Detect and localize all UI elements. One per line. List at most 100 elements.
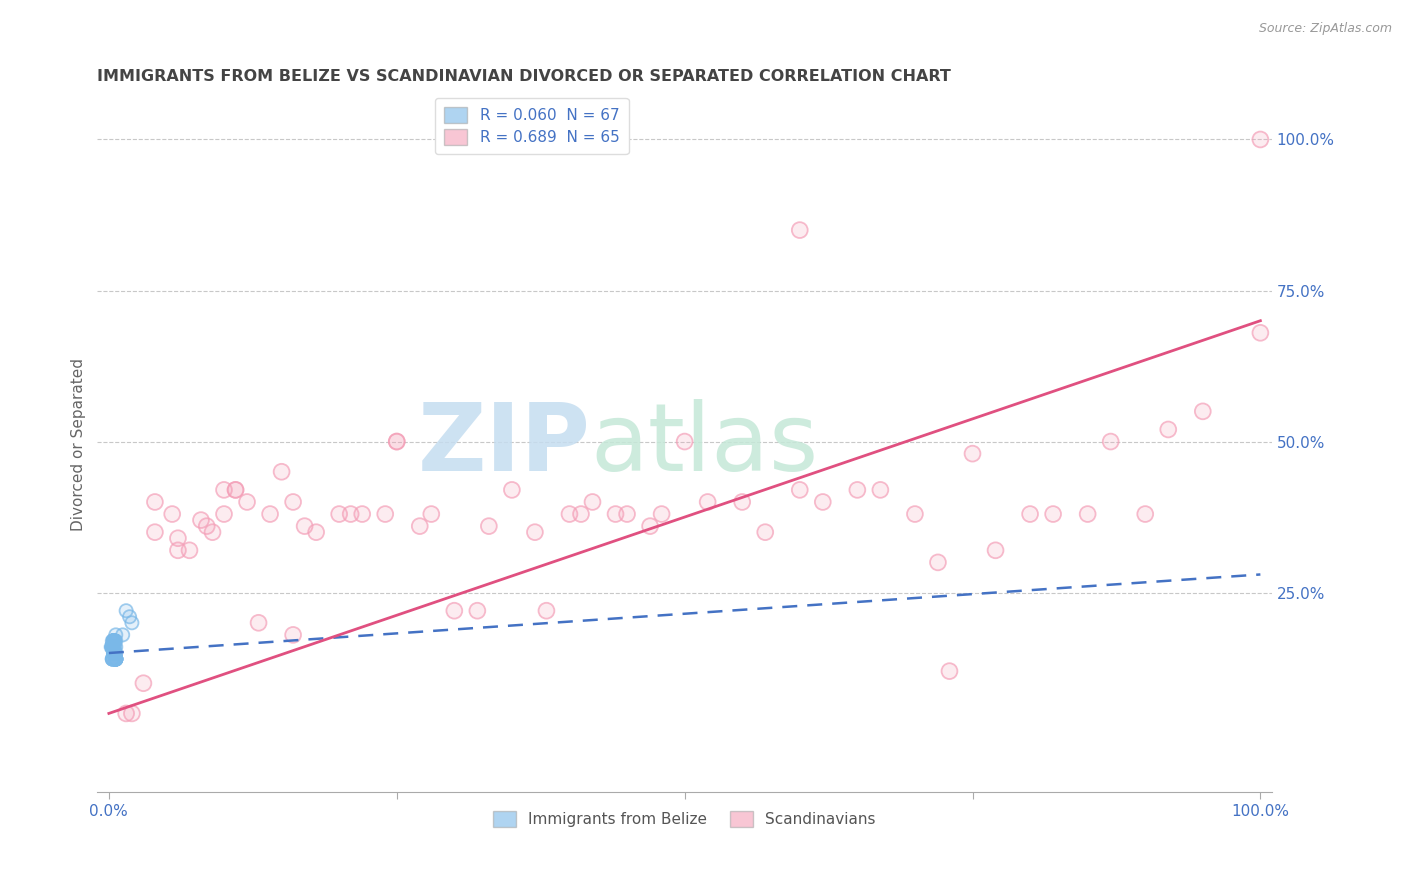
Point: [101, 640, 124, 654]
Point: [385, 434, 408, 449]
Point: [201, 525, 224, 540]
Point: [409, 519, 432, 533]
Point: [101, 640, 124, 654]
Point: [104, 646, 127, 660]
Point: [259, 507, 281, 521]
Point: [103, 634, 125, 648]
Point: [104, 634, 127, 648]
Point: [1191, 404, 1213, 418]
Point: [605, 507, 627, 521]
Point: [212, 507, 235, 521]
Point: [328, 507, 350, 521]
Point: [696, 495, 718, 509]
Point: [101, 640, 124, 654]
Point: [104, 640, 127, 654]
Point: [1077, 507, 1099, 521]
Point: [104, 640, 127, 654]
Point: [104, 652, 127, 666]
Point: [111, 628, 134, 642]
Point: [103, 634, 125, 648]
Point: [104, 646, 127, 660]
Point: [179, 543, 201, 558]
Point: [789, 223, 811, 237]
Point: [281, 628, 304, 642]
Point: [904, 507, 927, 521]
Point: [104, 646, 127, 660]
Legend: Immigrants from Belize, Scandinavians: Immigrants from Belize, Scandinavians: [486, 805, 882, 833]
Point: [132, 676, 155, 690]
Point: [104, 646, 127, 660]
Point: [754, 525, 776, 540]
Point: [385, 434, 408, 449]
Point: [259, 507, 281, 521]
Point: [179, 543, 201, 558]
Point: [927, 555, 949, 569]
Point: [501, 483, 523, 497]
Point: [118, 609, 141, 624]
Point: [101, 652, 124, 666]
Point: [927, 555, 949, 569]
Point: [104, 634, 127, 648]
Point: [103, 646, 125, 660]
Point: [167, 531, 190, 545]
Point: [115, 604, 138, 618]
Point: [409, 519, 432, 533]
Point: [281, 628, 304, 642]
Point: [104, 634, 127, 648]
Point: [581, 495, 603, 509]
Point: [104, 652, 127, 666]
Point: [104, 646, 127, 660]
Point: [100, 640, 122, 654]
Point: [121, 706, 143, 721]
Point: [581, 495, 603, 509]
Point: [616, 507, 638, 521]
Point: [101, 634, 124, 648]
Point: [103, 634, 125, 648]
Point: [103, 634, 125, 648]
Point: [104, 646, 127, 660]
Point: [673, 434, 696, 449]
Point: [104, 652, 127, 666]
Point: [101, 652, 124, 666]
Point: [1249, 132, 1271, 146]
Point: [104, 652, 127, 666]
Point: [121, 615, 143, 630]
Point: [104, 652, 127, 666]
Point: [104, 634, 127, 648]
Point: [190, 513, 212, 527]
Point: [103, 634, 125, 648]
Point: [143, 525, 166, 540]
Point: [104, 646, 127, 660]
Point: [104, 646, 127, 660]
Point: [1019, 507, 1042, 521]
Point: [103, 634, 125, 648]
Point: [160, 507, 183, 521]
Point: [811, 495, 834, 509]
Point: [104, 634, 127, 648]
Point: [111, 628, 134, 642]
Point: [478, 519, 501, 533]
Point: [104, 646, 127, 660]
Point: [103, 634, 125, 648]
Point: [294, 519, 316, 533]
Point: [103, 646, 125, 660]
Point: [352, 507, 374, 521]
Point: [104, 652, 127, 666]
Point: [1157, 422, 1180, 436]
Point: [225, 483, 247, 497]
Point: [103, 646, 125, 660]
Point: [104, 646, 127, 660]
Text: ZIP: ZIP: [418, 399, 591, 491]
Point: [523, 525, 546, 540]
Point: [225, 483, 247, 497]
Point: [938, 664, 960, 678]
Point: [103, 652, 125, 666]
Point: [212, 483, 235, 497]
Point: [305, 525, 328, 540]
Point: [101, 652, 124, 666]
Point: [904, 507, 927, 521]
Point: [104, 646, 127, 660]
Point: [104, 646, 127, 660]
Point: [1249, 132, 1271, 146]
Point: [1135, 507, 1157, 521]
